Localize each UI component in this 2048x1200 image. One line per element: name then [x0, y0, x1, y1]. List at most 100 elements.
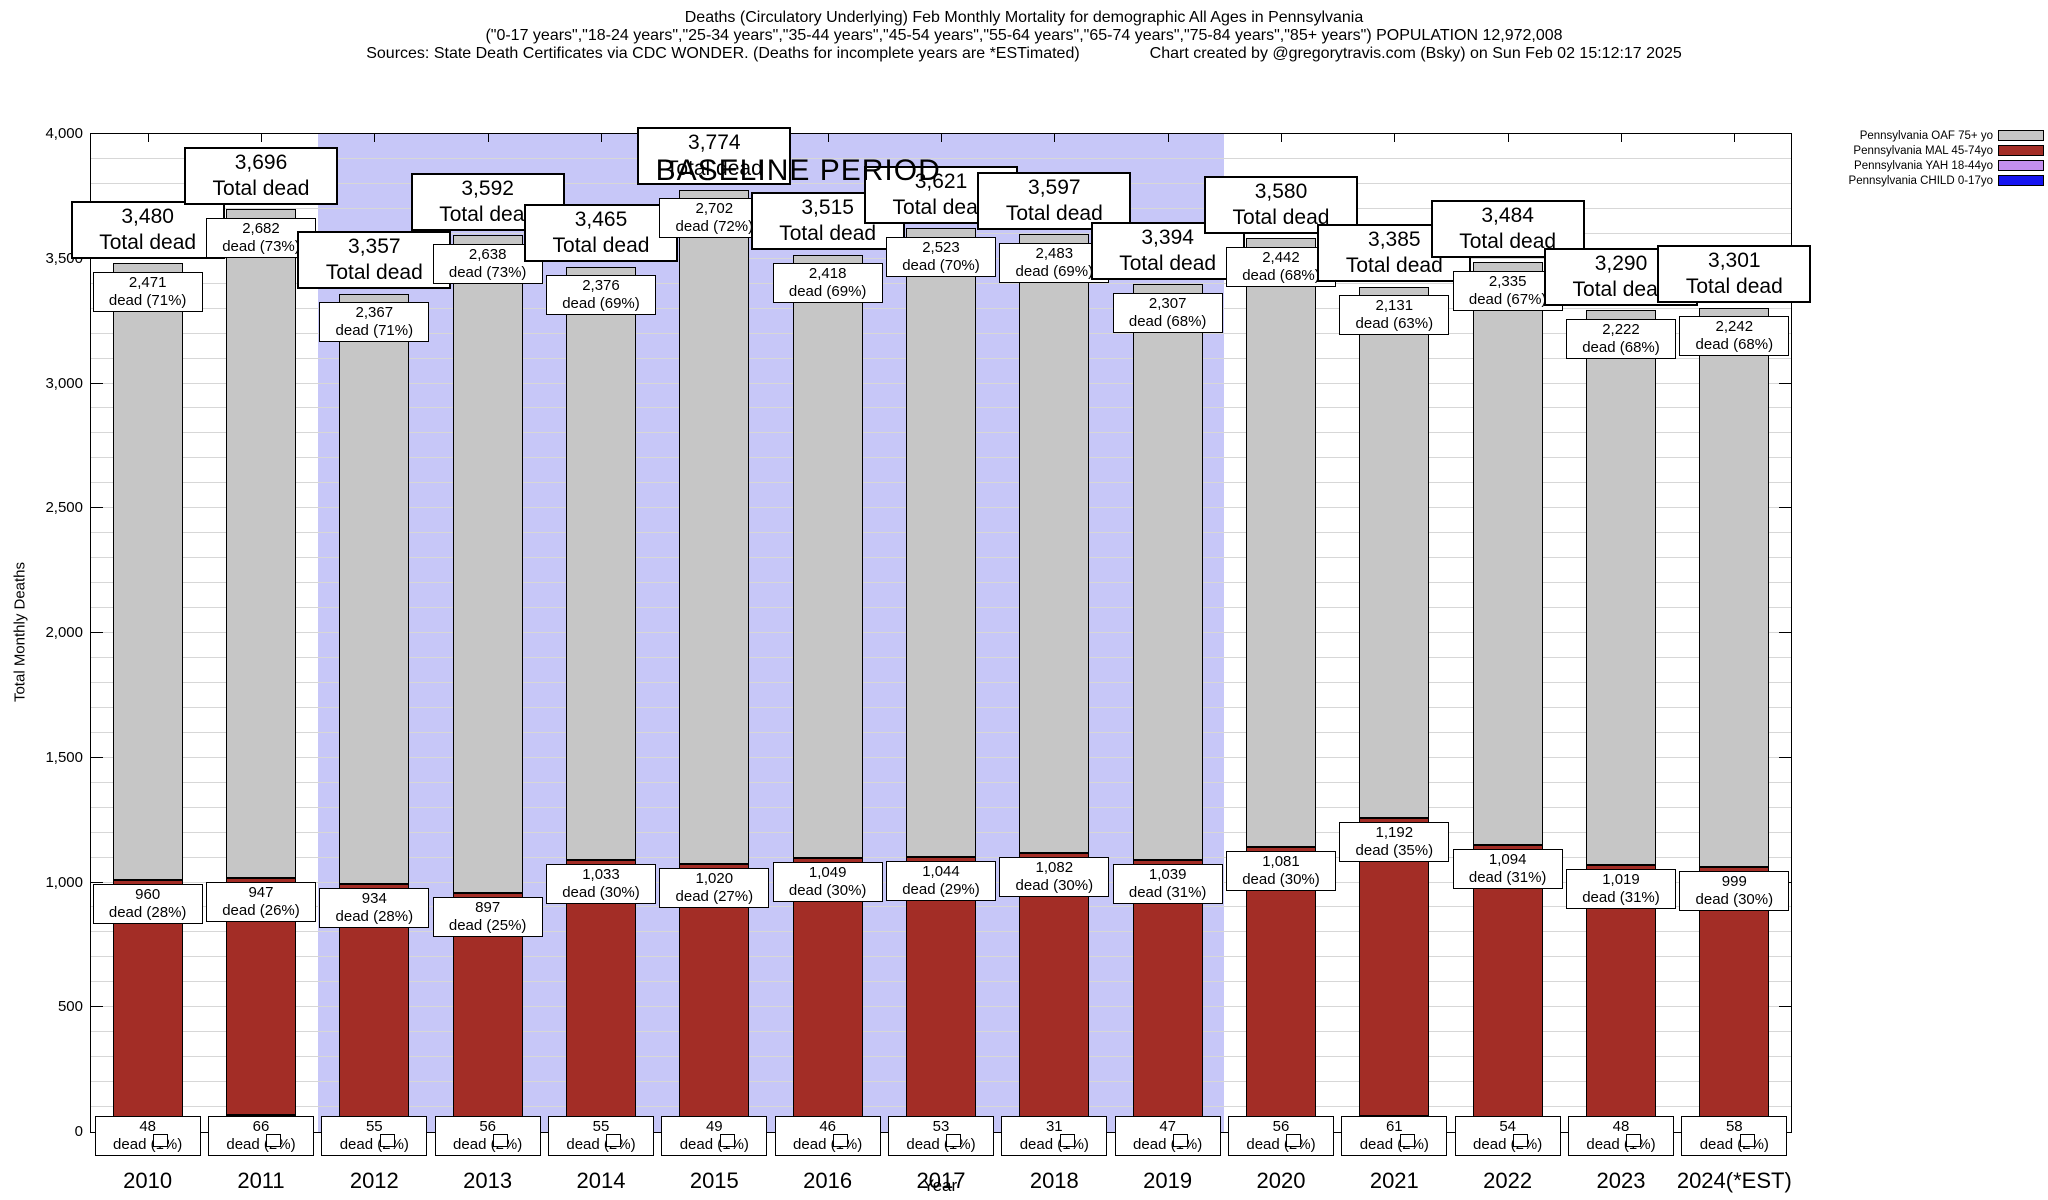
child-marker-2011	[266, 1133, 282, 1147]
yah-value: 61	[1385, 1118, 1403, 1135]
mal-value: 1,081	[1262, 853, 1300, 871]
legend: Pennsylvania OAF 75+ yo Pennsylvania MAL …	[1849, 128, 2044, 188]
label-mal-2013: 897 dead (25%)	[432, 897, 543, 938]
page-title-line3: Sources: State Death Certificates via CD…	[0, 45, 2048, 63]
oaf-pct: dead (69%)	[562, 295, 640, 313]
segment-oaf-2011	[225, 209, 297, 879]
x-tick-top	[600, 134, 602, 142]
x-tick-label-2014: 2014	[576, 1168, 626, 1193]
x-tick-label-2015: 2015	[689, 1168, 739, 1193]
yah-pct: dead (2%)	[1473, 1136, 1543, 1153]
oaf-value: 2,367	[355, 304, 394, 322]
bar-group-2015: 3,774 Total dead 2,702 dead (72%) 1,020 dead …	[637, 127, 792, 1193]
total-value: 3,480	[121, 204, 174, 228]
yah-value: 56	[479, 1118, 496, 1135]
total-suffix: Total dead	[779, 222, 877, 246]
mal-value: 1,049	[808, 863, 847, 881]
label-mal-2010: 960 dead (28%)	[92, 883, 203, 924]
segment-mal-2022	[1472, 844, 1543, 1118]
mal-value: 960	[135, 885, 161, 903]
bar-group-2013: 3,592 Total dead 2,638 dead (73%) 897 dead (2…	[410, 134, 565, 1193]
x-tick-top	[1620, 134, 1622, 142]
segment-mal-2020	[1245, 847, 1317, 1118]
oaf-pct: dead (68%)	[1242, 266, 1320, 284]
total-value: 3,385	[1368, 228, 1421, 252]
legend-row-3: Pennsylvania CHILD 0-17yo	[1849, 173, 2044, 188]
yah-pct: dead (2%)	[453, 1136, 523, 1153]
label-mal-2012: 934 dead (28%)	[319, 888, 430, 929]
label-mal-2016: 1,049 dead (30%)	[772, 861, 883, 902]
mal-pct: dead (27%)	[675, 888, 754, 906]
mal-pct: dead (26%)	[222, 902, 300, 920]
yah-pct: dead (1%)	[1133, 1136, 1203, 1153]
total-value: 3,515	[801, 196, 854, 220]
chart-header: Deaths (Circulatory Underlying) Feb Mont…	[0, 9, 2048, 63]
child-marker-2015	[719, 1133, 735, 1147]
total-suffix: Total dead	[1345, 254, 1443, 278]
label-mal-2022: 1,094 dead (31%)	[1452, 848, 1563, 889]
total-value: 3,301	[1708, 249, 1761, 273]
oaf-value: 2,376	[582, 277, 620, 295]
segment-oaf-2010	[112, 263, 183, 880]
label-total-2015: 3,774 Total dead	[637, 127, 792, 186]
yah-value: 66	[252, 1118, 270, 1135]
segment-oaf-2012	[339, 293, 410, 885]
mal-value: 897	[475, 899, 501, 917]
mal-pct: dead (31%)	[1582, 888, 1660, 906]
y-major-tick	[1779, 1006, 1791, 1008]
total-suffix: Total dead	[552, 234, 650, 258]
oaf-pct: dead (68%)	[1128, 313, 1207, 331]
yah-pct: dead (2%)	[1359, 1136, 1429, 1153]
oaf-pct: dead (67%)	[1468, 290, 1547, 308]
mal-value: 1,020	[695, 870, 734, 888]
total-value: 3,465	[574, 208, 628, 232]
yah-value: 55	[365, 1118, 383, 1135]
x-tick-label-2011: 2011	[237, 1168, 285, 1193]
label-mal-2011: 947 dead (26%)	[205, 882, 316, 923]
label-yah-2010: 48 dead (1%)	[94, 1116, 201, 1156]
oaf-value: 2,442	[1262, 248, 1300, 266]
segment-oaf-2018	[1019, 233, 1090, 854]
oaf-value: 2,702	[695, 200, 734, 218]
total-suffix: Total dead	[1005, 201, 1103, 225]
x-tick-label-2019: 2019	[1143, 1168, 1193, 1193]
label-mal-2018: 1,082 dead (30%)	[999, 857, 1110, 898]
x-tick-top	[1734, 134, 1736, 142]
x-tick-top	[827, 134, 829, 142]
child-marker-2020	[1286, 1133, 1302, 1147]
legend-label-0: Pennsylvania OAF 75+ yo	[1859, 129, 1993, 142]
label-mal-2021: 1,192 dead (35%)	[1339, 822, 1450, 863]
label-oaf-2016: 2,418 dead (69%)	[772, 263, 883, 303]
label-oaf-2019: 2,307 dead (68%)	[1112, 293, 1223, 334]
mal-pct: dead (25%)	[448, 917, 527, 935]
oaf-pct: dead (69%)	[1015, 262, 1094, 280]
yah-pct: dead (1%)	[906, 1136, 976, 1153]
oaf-value: 2,131	[1375, 297, 1414, 315]
mal-value: 1,094	[1488, 850, 1527, 868]
total-value: 3,394	[1141, 226, 1194, 250]
oaf-value: 2,483	[1035, 244, 1074, 262]
yah-value: 49	[705, 1118, 723, 1135]
y-major-tick	[1779, 507, 1791, 509]
child-marker-2014	[606, 1133, 622, 1147]
x-tick-label-2023: 2023	[1596, 1168, 1646, 1193]
oaf-pct: dead (68%)	[1582, 339, 1660, 357]
bar-group-2019: 3,394 Total dead 2,307 dead (68%) 1,039 dead …	[1090, 134, 1245, 1193]
x-tick-top	[1507, 134, 1509, 142]
label-yah-2016: 46 dead (1%)	[774, 1116, 881, 1156]
oaf-pct: dead (71%)	[335, 322, 414, 340]
label-oaf-2017: 2,523 dead (70%)	[885, 236, 996, 277]
y-tick-label-2500: 2,500	[45, 499, 83, 517]
mal-pct: dead (28%)	[335, 908, 414, 926]
legend-swatch-3	[1998, 175, 2044, 186]
bar-group-2020: 3,580 Total dead 2,442 dead (68%) 1,081 dead …	[1203, 134, 1358, 1193]
bar-group-2012: 3,357 Total dead 2,367 dead (71%) 934 dead (2…	[297, 134, 452, 1193]
child-marker-2022	[1512, 1133, 1528, 1147]
total-suffix: Total dead	[439, 202, 537, 226]
mal-value: 1,033	[582, 865, 620, 883]
mal-value: 1,044	[922, 863, 960, 881]
y-major-tick	[91, 756, 103, 758]
x-tick-label-2013: 2013	[463, 1168, 513, 1193]
legend-row-1: Pennsylvania MAL 45-74yo	[1849, 143, 2044, 158]
x-tick-top	[260, 134, 262, 142]
